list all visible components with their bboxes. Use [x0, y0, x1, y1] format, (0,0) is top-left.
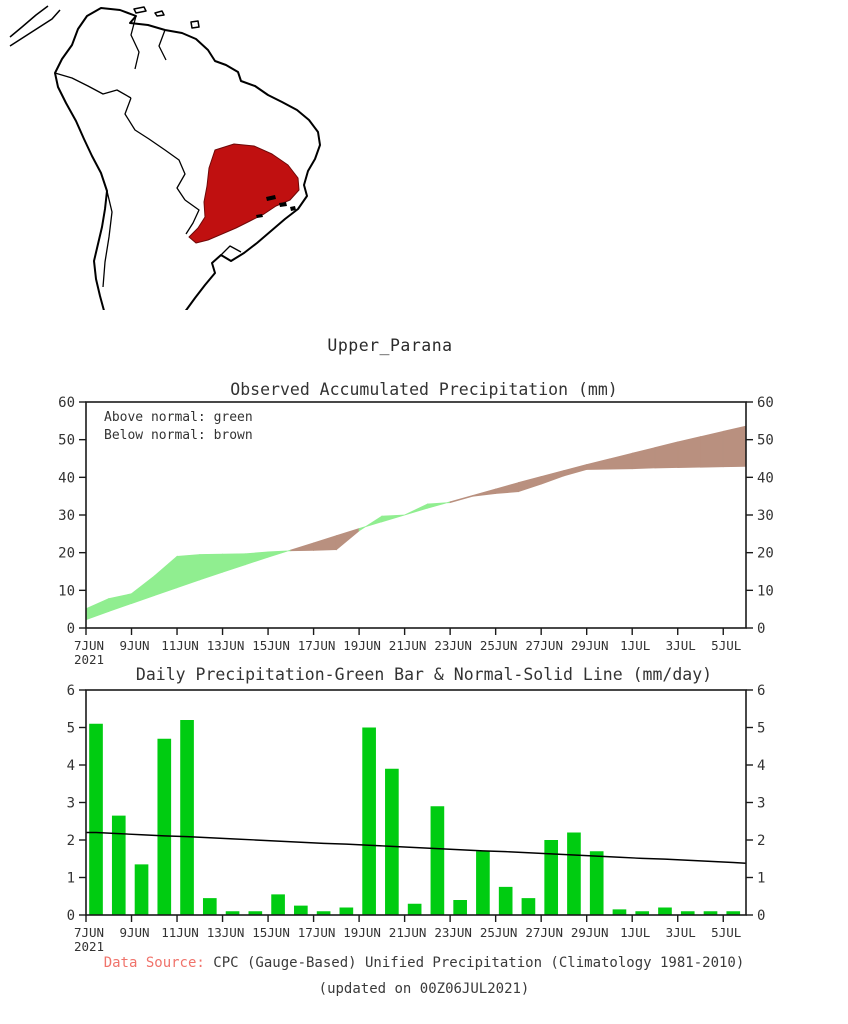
axes: 0 0 1 1 2 2 3 3 4 4 5 5 6 6 7JUN 9JUN 11JUN 13JUN 15JUN 17J… [67, 683, 766, 954]
accum-band [85, 425, 747, 621]
svg-text:0: 0 [67, 621, 75, 637]
svg-text:2: 2 [757, 833, 765, 849]
svg-text:1JUL: 1JUL [620, 925, 650, 940]
svg-text:1JUL: 1JUL [620, 638, 650, 653]
region-title: Upper_Parana [327, 336, 453, 355]
basin-dark-marks [256, 195, 296, 218]
svg-text:11JUN: 11JUN [161, 638, 199, 653]
svg-text:5: 5 [67, 721, 75, 737]
svg-text:5: 5 [757, 721, 765, 737]
svg-text:30: 30 [58, 508, 75, 524]
svg-text:11JUN: 11JUN [161, 925, 199, 940]
svg-text:6: 6 [67, 683, 75, 699]
updated-line: (updated on 00Z06JUL2021) [318, 981, 530, 997]
svg-text:6: 6 [757, 683, 765, 699]
axes: 0 0 10 10 20 20 30 30 40 40 50 50 60 60 7JUN 9JUN 11JUN 1… [58, 395, 774, 667]
svg-text:13JUN: 13JUN [207, 925, 245, 940]
daily-bars [89, 720, 741, 915]
svg-text:60: 60 [58, 395, 75, 411]
svg-text:29JUN: 29JUN [571, 925, 609, 940]
svg-text:4: 4 [757, 758, 765, 774]
svg-text:17JUN: 17JUN [298, 925, 336, 940]
svg-text:15JUN: 15JUN [252, 925, 290, 940]
svg-text:21JUN: 21JUN [389, 925, 427, 940]
svg-text:3: 3 [67, 796, 75, 812]
basin-highlight [188, 143, 300, 244]
svg-text:2: 2 [67, 833, 75, 849]
svg-text:4: 4 [67, 758, 75, 774]
svg-text:23JUN: 23JUN [434, 638, 472, 653]
svg-text:5JUL: 5JUL [711, 925, 741, 940]
svg-text:23JUN: 23JUN [434, 925, 472, 940]
south-america-basin-map [9, 5, 321, 310]
svg-text:7JUN: 7JUN [74, 925, 104, 940]
svg-text:5JUL: 5JUL [711, 638, 741, 653]
svg-text:10: 10 [58, 583, 75, 599]
legend-below-normal: Below normal: brown [104, 427, 253, 443]
data-source-label: Data Source: [103, 955, 205, 971]
svg-text:3JUL: 3JUL [666, 925, 696, 940]
continent-outline [54, 7, 321, 310]
svg-text:1: 1 [67, 871, 75, 887]
svg-text:21JUN: 21JUN [389, 638, 427, 653]
svg-text:29JUN: 29JUN [571, 638, 609, 653]
svg-text:20: 20 [58, 546, 75, 562]
svg-text:13JUN: 13JUN [207, 638, 245, 653]
country-borders [54, 15, 242, 288]
coast-fragments [9, 5, 200, 47]
svg-text:3: 3 [757, 796, 765, 812]
svg-text:30: 30 [757, 508, 774, 524]
svg-text:50: 50 [757, 433, 774, 449]
svg-text:2021: 2021 [74, 939, 104, 954]
svg-text:50: 50 [58, 433, 75, 449]
daily-chart: 0 0 1 1 2 2 3 3 4 4 5 5 6 6 7JUN 9JUN 11JUN 13JUN 15JUN 17J… [67, 683, 766, 954]
svg-text:60: 60 [757, 395, 774, 411]
svg-text:0: 0 [67, 908, 75, 924]
svg-text:7JUN: 7JUN [74, 638, 104, 653]
svg-text:15JUN: 15JUN [252, 638, 290, 653]
svg-text:0: 0 [757, 908, 765, 924]
svg-text:25JUN: 25JUN [480, 638, 518, 653]
legend-above-normal: Above normal: green [104, 410, 253, 425]
svg-text:17JUN: 17JUN [298, 638, 336, 653]
svg-text:3JUL: 3JUL [666, 638, 696, 653]
svg-text:19JUN: 19JUN [343, 638, 381, 653]
normal-line [86, 831, 747, 864]
svg-text:27JUN: 27JUN [525, 638, 563, 653]
accum-chart-title: Observed Accumulated Precipitation (mm) [230, 380, 618, 399]
svg-text:9JUN: 9JUN [119, 638, 149, 653]
svg-text:2021: 2021 [74, 652, 104, 667]
accum-chart-legend: Above normal: green Below normal: brown [104, 409, 253, 444]
svg-text:10: 10 [757, 583, 774, 599]
svg-text:27JUN: 27JUN [525, 925, 563, 940]
svg-text:40: 40 [757, 470, 774, 486]
svg-text:0: 0 [757, 621, 765, 637]
data-source-line: Data Source: CPC (Gauge-Based) Unified P… [0, 955, 848, 971]
accum-chart: 0 0 10 10 20 20 30 30 40 40 50 50 60 60 7JUN 9JUN 11JUN 1… [58, 395, 774, 667]
daily-chart-title: Daily Precipitation-Green Bar & Normal-S… [135, 665, 713, 684]
svg-text:20: 20 [757, 546, 774, 562]
svg-text:25JUN: 25JUN [480, 925, 518, 940]
svg-text:9JUN: 9JUN [119, 925, 149, 940]
svg-text:19JUN: 19JUN [343, 925, 381, 940]
data-source-text: CPC (Gauge-Based) Unified Precipitation … [213, 955, 745, 971]
svg-text:40: 40 [58, 470, 75, 486]
svg-text:1: 1 [757, 871, 765, 887]
